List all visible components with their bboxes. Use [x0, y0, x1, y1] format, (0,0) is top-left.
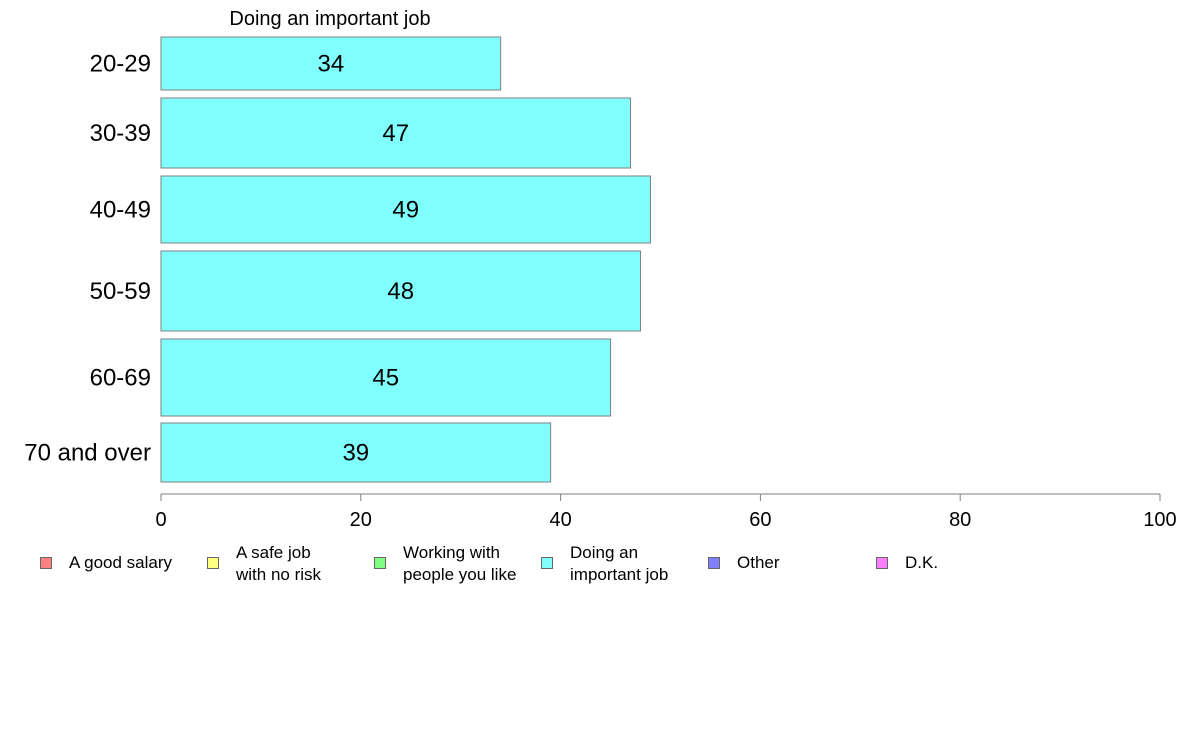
- bar: [160, 422, 552, 483]
- legend-swatch: [876, 557, 888, 569]
- data-label: 45: [372, 365, 399, 392]
- legend: A good salary A safe job with no risk Work…: [0, 540, 1188, 600]
- value-labels: 34 47 49 48 45 39: [317, 51, 419, 467]
- data-label: 39: [342, 440, 369, 467]
- category-labels: 20-29 30-39 40-49 50-59 60-69 70 and over: [24, 51, 151, 467]
- legend-label: Doing an important job: [570, 543, 669, 584]
- category-label: 50-59: [90, 278, 151, 305]
- x-tick-label: 40: [549, 509, 571, 531]
- chart-title: Doing an important job: [229, 8, 430, 30]
- category-label: 60-69: [90, 365, 151, 392]
- bar: [160, 36, 502, 91]
- x-tick-label: 20: [350, 509, 372, 531]
- legend-swatch: [708, 557, 720, 569]
- bar: [160, 97, 632, 169]
- x-tick-label: 60: [749, 509, 771, 531]
- data-label: 47: [382, 120, 409, 147]
- category-label: 40-49: [90, 197, 151, 224]
- category-label: 20-29: [90, 51, 151, 78]
- legend-label: Other: [737, 553, 780, 572]
- bars-group: [160, 36, 652, 483]
- x-tick-label: 100: [1143, 509, 1176, 531]
- data-label: 49: [392, 197, 419, 224]
- category-label: 70 and over: [24, 440, 151, 467]
- data-label: 48: [387, 278, 414, 305]
- legend-label: A safe job with no risk: [236, 543, 322, 584]
- legend-label: D.K.: [905, 553, 939, 572]
- legend-label: Working with people you like: [403, 543, 517, 584]
- data-label: 34: [317, 51, 344, 78]
- legend-swatch: [374, 557, 386, 569]
- bar: [160, 338, 612, 417]
- x-axis: 0 20 40 60 80 100: [155, 493, 1177, 531]
- bar-chart: Doing an important job 20-29 30-39 40-49 50…: [24, 8, 1177, 531]
- bar: [160, 250, 642, 332]
- x-tick-label: 0: [155, 509, 166, 531]
- category-label: 30-39: [90, 120, 151, 147]
- x-tick-label: 80: [949, 509, 971, 531]
- legend-swatch: [541, 557, 553, 569]
- legend-swatch: [207, 557, 219, 569]
- bar: [160, 175, 652, 244]
- legend-swatch: [40, 557, 52, 569]
- legend-label: A good salary: [69, 553, 173, 572]
